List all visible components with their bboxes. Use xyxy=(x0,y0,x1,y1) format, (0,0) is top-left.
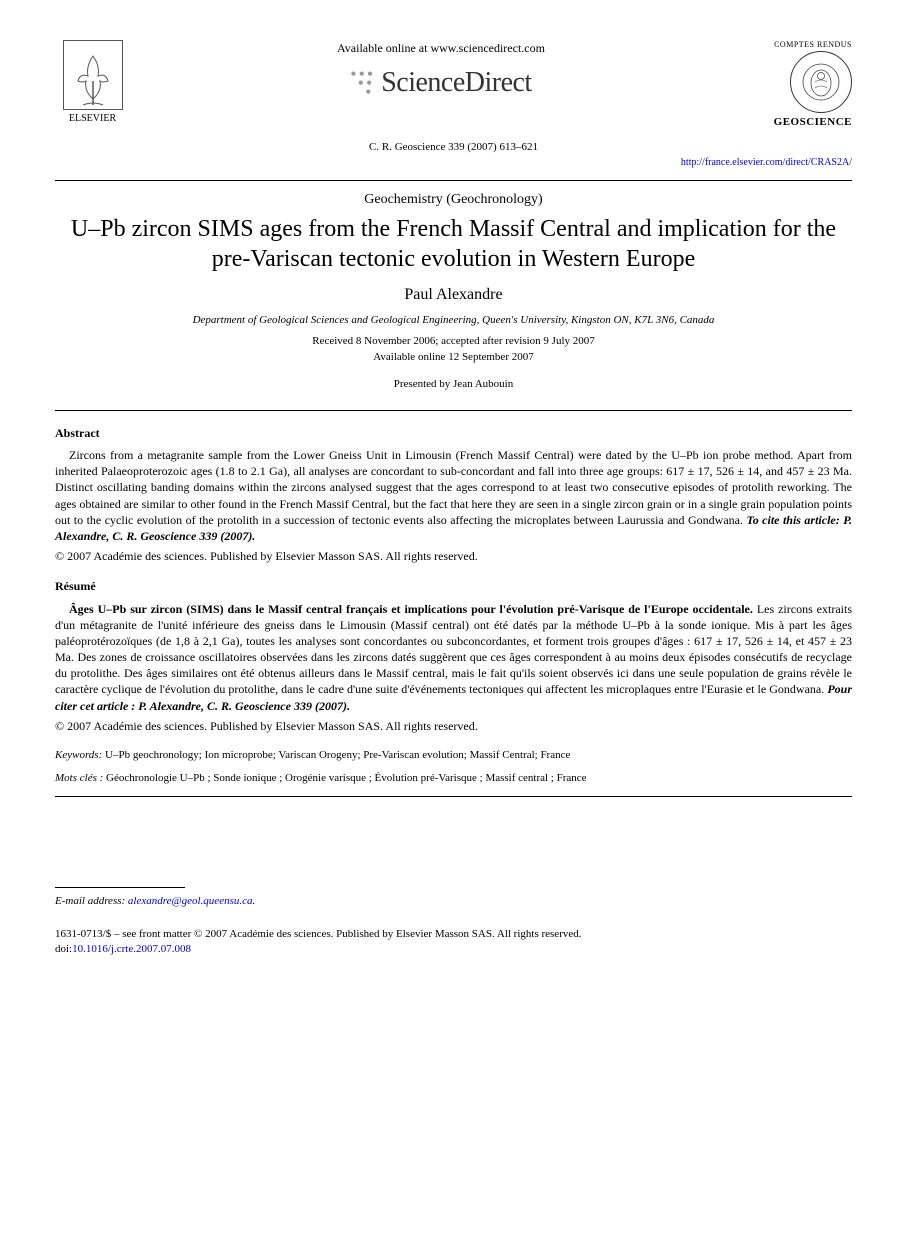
footnote-rule xyxy=(55,887,185,888)
front-matter-text: 1631-0713/$ – see front matter © 2007 Ac… xyxy=(55,927,852,942)
keywords-label-fr: Mots clés : xyxy=(55,772,103,784)
available-online-text: Available online at www.sciencedirect.co… xyxy=(130,40,752,56)
resume-copyright: © 2007 Académie des sciences. Published … xyxy=(55,718,852,734)
keywords-en: Keywords: U–Pb geochronology; Ion microp… xyxy=(55,748,852,763)
section-label: Geochemistry (Geochronology) xyxy=(55,191,852,210)
sd-dots-icon: ••• •• • xyxy=(350,70,375,97)
keywords-text-en: U–Pb geochronology; Ion microprobe; Vari… xyxy=(102,749,570,761)
presented-by: Presented by Jean Aubouin xyxy=(55,377,852,392)
center-header: Available online at www.sciencedirect.co… xyxy=(130,40,752,102)
journal-emblem-icon xyxy=(790,51,852,113)
divider-top xyxy=(55,180,852,181)
sciencedirect-text: ScienceDirect xyxy=(381,64,532,102)
doi-link[interactable]: 10.1016/j.crte.2007.07.008 xyxy=(72,943,191,955)
keywords-text-fr: Géochronologie U–Pb ; Sonde ionique ; Or… xyxy=(103,772,586,784)
elsevier-tree-icon xyxy=(63,40,123,110)
abstract-body: Zircons from a metagranite sample from t… xyxy=(55,447,852,544)
abstract-text: Zircons from a metagranite sample from t… xyxy=(55,448,852,527)
elsevier-logo: ELSEVIER xyxy=(55,40,130,126)
resume-heading: Résumé xyxy=(55,578,852,594)
doi-label: doi: xyxy=(55,943,72,955)
sciencedirect-logo: ••• •• • ScienceDirect xyxy=(350,64,531,102)
doi-line: doi:10.1016/j.crte.2007.07.008 xyxy=(55,942,852,957)
journal-top-label: COMPTES RENDUS xyxy=(752,40,852,51)
author-name: Paul Alexandre xyxy=(55,284,852,306)
abstract-copyright: © 2007 Académie des sciences. Published … xyxy=(55,548,852,564)
journal-reference: C. R. Geoscience 339 (2007) 613–621 xyxy=(55,140,852,155)
keywords-fr: Mots clés : Géochronologie U–Pb ; Sonde … xyxy=(55,771,852,786)
available-date: Available online 12 September 2007 xyxy=(55,350,852,365)
footer-spacer xyxy=(55,807,852,887)
divider-mid xyxy=(55,410,852,411)
header-row: ELSEVIER Available online at www.science… xyxy=(55,40,852,130)
email-label: E-mail address: xyxy=(55,895,125,907)
journal-url[interactable]: http://france.elsevier.com/direct/CRAS2A… xyxy=(55,156,852,170)
email-line: E-mail address: alexandre@geol.queensu.c… xyxy=(55,894,852,909)
received-date: Received 8 November 2006; accepted after… xyxy=(55,334,852,349)
journal-name: GEOSCIENCE xyxy=(752,115,852,130)
abstract-heading: Abstract xyxy=(55,425,852,441)
elsevier-label: ELSEVIER xyxy=(55,112,130,126)
keywords-label-en: Keywords: xyxy=(55,749,102,761)
affiliation: Department of Geological Sciences and Ge… xyxy=(55,313,852,328)
email-link[interactable]: alexandre@geol.queensu.ca xyxy=(128,895,253,907)
resume-body: Âges U–Pb sur zircon (SIMS) dans le Mass… xyxy=(55,601,852,714)
journal-logo-block: COMPTES RENDUS GEOSCIENCE xyxy=(752,40,852,130)
divider-keywords xyxy=(55,796,852,797)
front-matter: 1631-0713/$ – see front matter © 2007 Ac… xyxy=(55,927,852,958)
article-title: U–Pb zircon SIMS ages from the French Ma… xyxy=(55,214,852,274)
resume-lead: Âges U–Pb sur zircon (SIMS) dans le Mass… xyxy=(69,602,753,616)
